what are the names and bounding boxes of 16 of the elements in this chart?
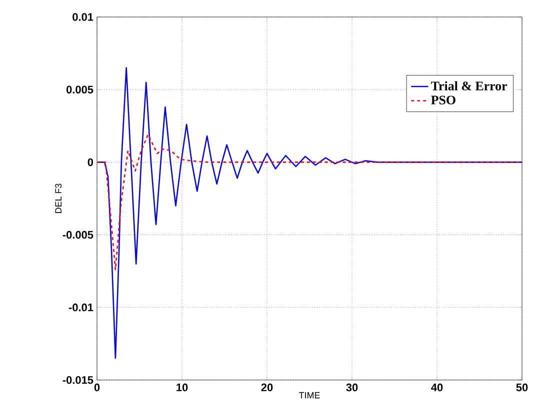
- x-tick-label: 40: [431, 384, 443, 392]
- x-tick-label: 10: [176, 384, 188, 392]
- y-tick-label: 0.005: [66, 86, 94, 94]
- x-tick-label: 50: [516, 384, 528, 392]
- x-tick-label: 20: [261, 384, 273, 392]
- y-tick-label: 0: [88, 158, 94, 166]
- y-tick-label: -0.01: [68, 304, 94, 312]
- y-axis-title: DEL F3: [55, 184, 62, 213]
- y-tick-label: 0.01: [72, 13, 94, 21]
- y-tick-label: -0.015: [62, 376, 94, 384]
- legend-label: Trial & Error: [431, 81, 508, 90]
- y-tick-label: -0.005: [62, 230, 94, 239]
- x-tick-label: 30: [346, 384, 358, 392]
- x-axis-title: TIME: [298, 392, 320, 398]
- x-tick-label: 0: [94, 384, 100, 392]
- legend-label: PSO: [431, 96, 456, 104]
